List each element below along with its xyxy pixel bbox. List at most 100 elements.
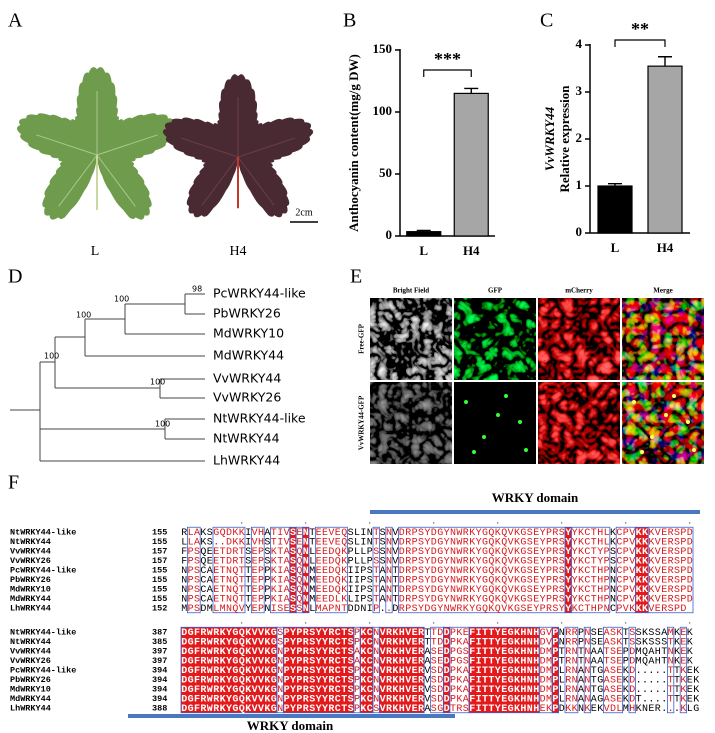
nucleus-dot — [518, 420, 522, 424]
tree-leaf-label: NtWRKY44-like — [213, 411, 306, 426]
leaf-vein — [96, 134, 158, 156]
similarity-box — [628, 626, 636, 714]
row-label: VvWRKY44-GFP — [358, 395, 366, 450]
tree-leaf-label: LhWRKY44 — [213, 453, 280, 468]
similarity-box — [551, 626, 560, 714]
sequence-start: 155 — [152, 565, 167, 575]
y-tick-label: 0 — [386, 227, 393, 242]
tree-leaf-label: MdWRKY10 — [213, 326, 284, 341]
tree-leaf-label: VvWRKY44 — [213, 371, 281, 386]
sequence-name: LhWRKY44 — [10, 603, 51, 613]
tree-leaf-label: PbWRKY26 — [213, 306, 281, 321]
micrograph-signal — [622, 382, 704, 464]
panel-letter: C — [540, 10, 553, 32]
nucleus-dot — [504, 394, 508, 398]
ruler-dot: · — [560, 518, 563, 528]
nucleus-dot — [496, 413, 500, 417]
micrograph-signal — [538, 298, 620, 380]
error-bar — [608, 182, 622, 186]
domain-label: WRKY domain — [492, 490, 579, 505]
conserved-region — [635, 527, 649, 613]
sequence-start: 155 — [152, 537, 167, 547]
x-tick-label: H4 — [657, 240, 674, 255]
y-tick-label: 0 — [576, 224, 583, 239]
sequence: FPSQEETDRTSEPSKTASQNLEEDQKPLLPSSNVDRPSYD… — [181, 556, 693, 567]
panel-letters: A B C D E F — [8, 10, 553, 494]
tree-leaf-label: NtWRKY44 — [213, 431, 280, 446]
sequence: DGFRWRKYGQKVVKGNPYPRSYYRCTSPKCSVRKHVERAS… — [181, 704, 699, 715]
y-tick-label: 3 — [576, 83, 583, 98]
similarity-box — [647, 526, 694, 614]
sequence-name: NtWRKY44-like — [10, 627, 76, 637]
x-tick-label: L — [611, 240, 620, 255]
sequence-start: 397 — [152, 646, 167, 656]
sequence-start: 394 — [152, 665, 167, 675]
y-tick-label: 50 — [379, 165, 392, 180]
sequence-start: 397 — [152, 656, 167, 666]
sequence: DGFRWRKYGQKVVKGSPYPRSYYRCTSPKCNVRKHVERTT… — [181, 628, 693, 639]
panel-letter: D — [8, 266, 22, 288]
nucleus-dot — [686, 420, 690, 424]
tree-leaf-label: VvWRKY26 — [213, 390, 281, 405]
conserved-region — [283, 627, 354, 713]
scale-label: 2cm — [295, 207, 312, 218]
sequence-name: VvWRKY26 — [10, 556, 51, 566]
significance-bracket — [423, 69, 472, 77]
ruler-dot: · — [560, 618, 563, 628]
sequence-start: 152 — [152, 603, 167, 613]
sequence: LLAKS..DKKIVHSTIVSENTEEVEQSLINTSNVDRPSYD… — [181, 537, 693, 548]
similarity-box — [250, 526, 265, 614]
similarity-box — [385, 526, 393, 614]
micrograph-signal — [622, 298, 704, 380]
conserved-region — [302, 527, 309, 613]
nucleus-dot — [692, 448, 696, 452]
sequence-name: PcWRKY44-like — [10, 565, 76, 575]
ruler-dot: · — [624, 618, 627, 628]
tree-branch — [54, 336, 160, 389]
ruler-dot: · — [688, 518, 691, 528]
ruler-dot: · — [240, 518, 243, 528]
similarity-box — [186, 526, 201, 614]
sequence-start: 155 — [152, 527, 167, 537]
y-tick-label: 150 — [373, 41, 393, 56]
sequence: RLAKSGQDKKIVHATIVSENTEEVEQSLINTSNVDRPSYD… — [181, 528, 693, 539]
ruler-dot: · — [496, 518, 499, 528]
conserved-region — [379, 627, 425, 713]
micrograph-signal — [454, 298, 536, 380]
tree-leaf-label: MdWRKY44 — [213, 348, 284, 363]
conserved-region — [565, 527, 572, 613]
ruler-dot: · — [496, 618, 499, 628]
nucleus-dot — [482, 435, 486, 439]
x-tick-label: L — [419, 243, 428, 258]
sequence: DGFRWRKYGQKVVKGNPYPRSYYRCTSPKCNVRKHVERVS… — [181, 685, 699, 696]
sequence-name: NtWRKY44 — [10, 637, 51, 647]
nucleus-dot — [464, 400, 468, 404]
column-header: Bright Field — [393, 287, 429, 295]
error-bar — [416, 229, 431, 232]
y-axis-label: VvWRKY44 — [542, 106, 557, 171]
sequence: DGFRWRKYGQKVVKGNPYPRSYYRCTSPKCNVRKHVERVS… — [181, 675, 699, 686]
sequence-name: MdWRKY44 — [10, 694, 51, 704]
sequence-start: 155 — [152, 575, 167, 585]
tree-branch — [10, 361, 205, 462]
sequence-name: MdWRKY10 — [10, 584, 51, 594]
similarity-box — [583, 626, 592, 714]
ruler-dot: · — [688, 618, 691, 628]
column-header: Merge — [653, 287, 672, 295]
ruler-dot: · — [240, 618, 243, 628]
leaf-vein — [237, 137, 296, 158]
sequence-name: NtWRKY44 — [10, 537, 51, 547]
nucleus-dot — [664, 413, 668, 417]
similarity-box — [378, 626, 425, 714]
sequence-start: 155 — [152, 594, 167, 604]
y-tick-label: 4 — [576, 36, 583, 51]
bootstrap-label: 100 — [114, 295, 129, 304]
leaf-label: H4 — [229, 244, 246, 259]
leaf-vein — [96, 154, 136, 207]
panel-letter: F — [8, 472, 19, 494]
y-tick-label: 1 — [576, 177, 583, 192]
sequence-name: NtWRKY44-like — [10, 527, 76, 537]
column-header: GFP — [488, 287, 503, 295]
error-bar — [658, 56, 672, 67]
